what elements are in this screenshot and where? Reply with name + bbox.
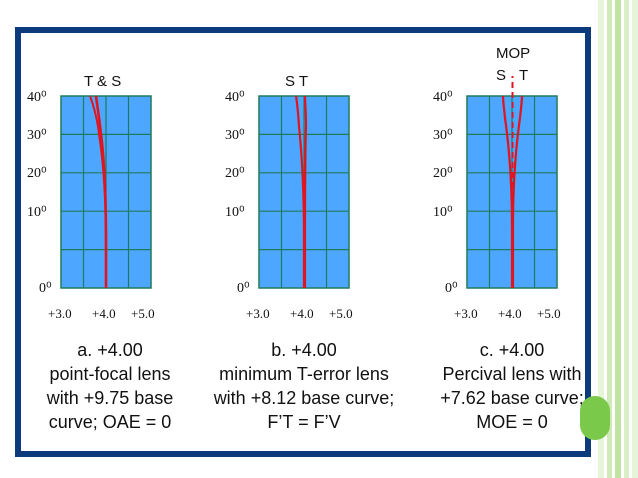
y-tick-10: 10⁰: [225, 205, 245, 220]
lens-diagrams: T & S 40⁰ 30⁰ 20⁰ 10⁰ 0⁰ +3.0 +4.0 +5.0: [27, 45, 561, 321]
y-tick-20: 20⁰: [433, 166, 453, 181]
label-st: S T: [285, 73, 308, 90]
label-ts: T & S: [84, 73, 121, 90]
deco-circle: [580, 396, 610, 440]
deco-stripe-1: [598, 0, 604, 478]
y-tick-30: 30⁰: [27, 128, 47, 143]
label-s: S: [496, 67, 506, 84]
x-tick-3: +3.0: [48, 306, 72, 321]
y-tick-0: 0⁰: [237, 281, 250, 296]
x-tick-5: +5.0: [537, 306, 561, 321]
caption-a-line-4: curve; OAE = 0: [48, 412, 172, 432]
caption-a-line-1: a. +4.00: [77, 340, 143, 360]
x-tick-3: +3.0: [246, 306, 270, 321]
x-tick-3: +3.0: [454, 306, 478, 321]
y-tick-40: 40⁰: [225, 90, 245, 105]
caption-c-line-3: +7.62 base curve;: [440, 388, 584, 408]
y-tick-40: 40⁰: [433, 90, 453, 105]
x-tick-5: +5.0: [131, 306, 155, 321]
diagram-a: T & S 40⁰ 30⁰ 20⁰ 10⁰ 0⁰ +3.0 +4.0 +5.0: [27, 73, 155, 321]
y-tick-10: 10⁰: [433, 205, 453, 220]
caption-c-line-2: Percival lens with: [442, 364, 582, 384]
label-t: T: [519, 67, 528, 84]
diagram-b: S T 40⁰ 30⁰ 20⁰ 10⁰ 0⁰ +3.0 +4.0 +5.0: [225, 73, 353, 321]
figure-panel: T & S 40⁰ 30⁰ 20⁰ 10⁰ 0⁰ +3.0 +4.0 +5.0: [21, 33, 585, 451]
deco-stripe-5: [632, 0, 638, 478]
y-tick-20: 20⁰: [225, 166, 245, 181]
diagram-c: MOP S T 40⁰ 30⁰ 20⁰ 10⁰ 0⁰ +3.0 +4.0 +5.…: [433, 45, 561, 321]
caption-b-line-4: F’T = F’V: [267, 412, 341, 432]
y-tick-0: 0⁰: [39, 281, 52, 296]
caption-b: b. +4.00 minimum T-error lens with +8.12…: [209, 338, 399, 434]
curve-s: [294, 95, 306, 288]
caption-a-line-2: point-focal lens: [49, 364, 171, 384]
y-tick-0: 0⁰: [445, 281, 458, 296]
slide-frame: T & S 40⁰ 30⁰ 20⁰ 10⁰ 0⁰ +3.0 +4.0 +5.0: [15, 27, 591, 457]
curve-ts-2: [89, 95, 107, 288]
caption-a: a. +4.00 point-focal lens with +9.75 bas…: [15, 338, 205, 434]
caption-a-line-3: with +9.75 base: [46, 388, 174, 408]
deco-stripe-4: [624, 0, 629, 478]
caption-b-line-2: minimum T-error lens: [219, 364, 389, 384]
y-tick-20: 20⁰: [27, 166, 47, 181]
y-tick-40: 40⁰: [27, 90, 47, 105]
caption-b-line-3: with +8.12 base curve;: [213, 388, 395, 408]
y-tick-30: 30⁰: [433, 128, 453, 143]
caption-b-line-1: b. +4.00: [271, 340, 337, 360]
x-tick-5: +5.0: [329, 306, 353, 321]
x-tick-4: +4.0: [92, 306, 116, 321]
deco-stripe-2: [607, 0, 612, 478]
deco-stripe-3: [615, 0, 621, 478]
y-tick-30: 30⁰: [225, 128, 245, 143]
curve-t: [303, 95, 308, 288]
y-tick-10: 10⁰: [27, 205, 47, 220]
x-tick-4: +4.0: [498, 306, 522, 321]
caption-c-line-1: c. +4.00: [479, 340, 545, 360]
caption-c: c. +4.00 Percival lens with +7.62 base c…: [417, 338, 607, 434]
caption-c-line-4: MOE = 0: [476, 412, 548, 432]
label-mop: MOP: [496, 45, 530, 62]
x-tick-4: +4.0: [290, 306, 314, 321]
